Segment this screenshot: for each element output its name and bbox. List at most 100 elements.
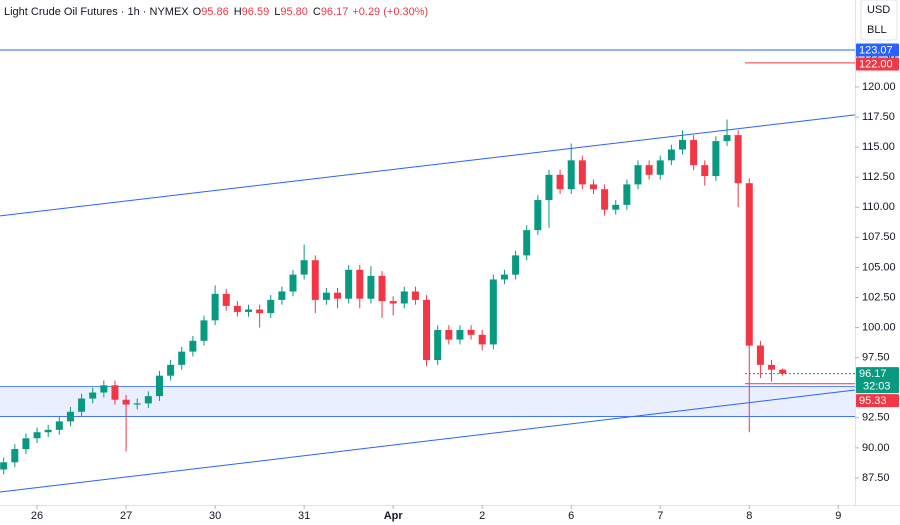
- y-tick-label: 100.00: [862, 321, 896, 333]
- candle-body: [233, 305, 241, 312]
- candle-body: [701, 165, 709, 176]
- y-tick-label: 90.00: [862, 442, 890, 454]
- ohlc-label: C: [313, 6, 321, 18]
- ohlc-value: 96.17: [321, 6, 349, 18]
- candle-body: [745, 183, 753, 346]
- candle-body: [367, 275, 375, 299]
- candle-body: [78, 398, 86, 412]
- candle-body: [345, 269, 353, 299]
- ohlc-label: L: [274, 6, 280, 18]
- price-tag-label: 122.00: [859, 58, 893, 70]
- candle-body: [289, 274, 297, 292]
- price-tag-label: 95.33: [859, 395, 887, 407]
- candle-body: [122, 399, 130, 405]
- y-tick-label: 97.50: [862, 352, 890, 364]
- candle-body: [334, 292, 342, 299]
- candle-body: [712, 141, 720, 176]
- x-tick-label: 7: [657, 510, 663, 522]
- x-tick-label: 26: [31, 510, 43, 522]
- price-tag: [856, 367, 899, 394]
- price-tag-label: 123.07: [859, 44, 893, 56]
- price-tag-label: 96.17: [859, 368, 887, 380]
- x-tick-label: Apr: [384, 510, 404, 522]
- ohlc-value: 95.80: [280, 6, 308, 18]
- candle-body: [378, 275, 386, 302]
- candle-body: [567, 160, 575, 190]
- candle-body: [167, 364, 175, 376]
- candle-body: [456, 329, 464, 340]
- candle-body: [133, 403, 141, 405]
- y-tick-label: 117.50: [862, 111, 895, 123]
- trendline: [0, 114, 856, 217]
- unit-label: BLL: [867, 24, 887, 36]
- candle-body: [545, 174, 553, 201]
- candle-body: [311, 260, 319, 300]
- candle-body: [244, 309, 252, 312]
- candle-body: [690, 139, 698, 166]
- candle-body: [512, 255, 520, 275]
- candle-body: [55, 421, 63, 430]
- ohlc-label: O: [193, 6, 202, 18]
- candle-body: [256, 309, 264, 314]
- y-tick-label: 102.50: [862, 291, 896, 303]
- candle-body: [278, 291, 286, 300]
- candle-body: [222, 293, 230, 306]
- y-tick-label: 115.00: [862, 141, 895, 153]
- candle-body: [734, 135, 742, 184]
- candle-body: [211, 293, 219, 321]
- candle-body: [267, 299, 275, 314]
- x-tick-label: 27: [120, 510, 132, 522]
- candle-body: [623, 184, 631, 205]
- candle-body: [100, 385, 108, 393]
- symbol-header: Light Crude Oil Futures · 1h · NYMEX O95.…: [4, 6, 428, 18]
- candle-body: [679, 139, 687, 150]
- candle-body: [44, 429, 52, 433]
- candle-body: [144, 396, 152, 404]
- candle-body: [534, 200, 542, 231]
- candle-body: [478, 334, 486, 345]
- candle-body: [578, 160, 586, 185]
- candle-body: [723, 135, 731, 142]
- candle-body: [155, 375, 163, 397]
- candle-body: [612, 204, 620, 210]
- y-tick-label: 107.50: [862, 231, 896, 243]
- candle-body: [322, 292, 330, 300]
- y-tick-label: 87.50: [862, 472, 890, 484]
- candle-body: [667, 149, 675, 161]
- currency-label: USD: [867, 4, 890, 16]
- candle-body: [356, 269, 364, 299]
- price-change: +0.29 (+0.30%): [352, 6, 428, 18]
- price-zone: [0, 386, 855, 417]
- x-tick-label: 6: [568, 510, 574, 522]
- candle-body: [300, 260, 308, 275]
- candle-body: [601, 189, 609, 210]
- candle-body: [423, 299, 431, 361]
- x-tick-label: 9: [835, 510, 841, 522]
- ohlc-value: 96.59: [242, 6, 270, 18]
- candle-body: [11, 449, 19, 463]
- x-tick-label: 2: [479, 510, 485, 522]
- candle-body: [189, 340, 197, 352]
- candle-body: [434, 329, 442, 361]
- y-tick-label: 105.00: [862, 261, 896, 273]
- trendline: [0, 389, 856, 493]
- candle-body: [66, 411, 74, 422]
- candle-body: [22, 438, 30, 450]
- candle-body: [656, 160, 664, 175]
- x-tick-label: 30: [209, 510, 221, 522]
- currency-box: [860, 0, 898, 41]
- y-tick-label: 120.00: [862, 81, 896, 93]
- x-tick-label: 8: [746, 510, 752, 522]
- candle-body: [645, 165, 653, 175]
- candle-body: [556, 174, 564, 190]
- price-tag: [856, 57, 899, 71]
- candle-body: [389, 301, 397, 304]
- y-tick-label: 110.00: [862, 201, 895, 213]
- candle-body: [111, 385, 119, 400]
- candle-body: [467, 329, 475, 335]
- candle-body: [445, 329, 453, 340]
- candle-body: [589, 184, 597, 190]
- candle-body: [756, 345, 764, 365]
- price-tag: [856, 394, 899, 408]
